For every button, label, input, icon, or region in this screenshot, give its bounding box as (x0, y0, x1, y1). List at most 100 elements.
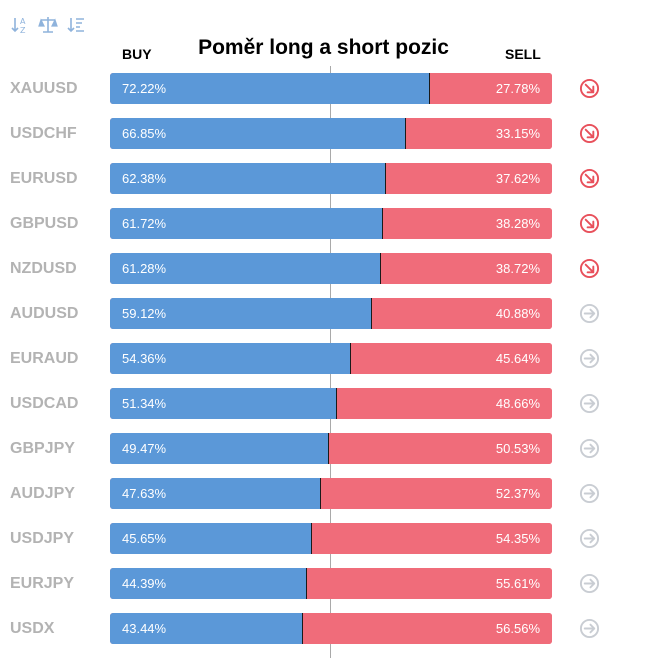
buy-bar (110, 613, 302, 644)
pair-row[interactable]: EURAUD 54.36% 45.64% (0, 343, 647, 374)
sell-bar (405, 118, 552, 149)
bar-divider (385, 163, 387, 194)
sell-percent-label: 45.64% (495, 351, 540, 366)
pair-row[interactable]: AUDUSD 59.12% 40.88% (0, 298, 647, 329)
arrow-down-right-icon (579, 123, 600, 144)
sell-percent-label: 27.78% (495, 81, 540, 96)
sell-bar (306, 568, 552, 599)
buy-percent-label: 44.39% (122, 576, 167, 591)
sell-bar (311, 523, 552, 554)
arrow-right-icon (579, 573, 600, 594)
pair-symbol: GBPJPY (10, 440, 75, 457)
pair-symbol: EURJPY (10, 575, 75, 592)
buy-percent-label: 66.85% (122, 126, 167, 141)
svg-text:Z: Z (20, 26, 26, 35)
pair-row[interactable]: AUDJPY 47.63% 52.37% (0, 478, 647, 509)
buy-bar (110, 73, 430, 104)
ratio-bar: 49.47% 50.53% (110, 433, 552, 464)
arrow-down-right-icon (579, 258, 600, 279)
sell-bar (429, 73, 552, 104)
sell-percent-label: 50.53% (495, 441, 540, 456)
arrow-right-icon (579, 393, 600, 414)
buy-bar (110, 253, 381, 284)
sell-percent-label: 38.28% (495, 216, 540, 231)
pair-symbol: EURUSD (10, 170, 78, 187)
buy-bar (110, 163, 386, 194)
bar-divider (380, 253, 382, 284)
buy-percent-label: 72.22% (122, 81, 167, 96)
bar-divider (328, 433, 330, 464)
sort-alpha-icon[interactable]: A Z (10, 15, 30, 35)
buy-percent-label: 59.12% (122, 306, 167, 321)
sell-bar (302, 613, 552, 644)
bar-divider (305, 568, 307, 599)
pair-row[interactable]: EURJPY 44.39% 55.61% (0, 568, 647, 599)
buy-percent-label: 47.63% (122, 486, 167, 501)
pair-row[interactable]: NZDUSD 61.28% 38.72% (0, 253, 647, 284)
pair-symbol: EURAUD (10, 350, 79, 367)
pair-symbol: AUDJPY (10, 485, 75, 502)
arrow-down-right-icon (579, 78, 600, 99)
bar-divider (404, 118, 406, 149)
ratio-bar: 72.22% 27.78% (110, 73, 552, 104)
buy-percent-label: 54.36% (122, 351, 167, 366)
pair-row[interactable]: EURUSD 62.38% 37.62% (0, 163, 647, 194)
bar-divider (428, 73, 430, 104)
pair-symbol: USDCHF (10, 125, 77, 142)
arrow-right-icon (579, 618, 600, 639)
pair-row[interactable]: XAUUSD 72.22% 27.78% (0, 73, 647, 104)
pair-symbol: USDCAD (10, 395, 79, 412)
sell-percent-label: 52.37% (495, 486, 540, 501)
sell-column-header: SELL (505, 46, 541, 62)
pair-row[interactable]: GBPUSD 61.72% 38.28% (0, 208, 647, 239)
bar-divider (370, 298, 372, 329)
bar-divider (336, 388, 338, 419)
ratio-bar: 47.63% 52.37% (110, 478, 552, 509)
pair-row[interactable]: USDJPY 45.65% 54.35% (0, 523, 647, 554)
sell-percent-label: 37.62% (495, 171, 540, 186)
bar-divider (382, 208, 384, 239)
balance-scale-icon[interactable] (38, 15, 58, 35)
chart-title: Poměr long a short pozic (198, 36, 449, 59)
ratio-bar: 44.39% 55.61% (110, 568, 552, 599)
buy-bar (110, 298, 372, 329)
sell-percent-label: 38.72% (495, 261, 540, 276)
buy-bar (110, 388, 337, 419)
buy-percent-label: 51.34% (122, 396, 167, 411)
pair-symbol: USDJPY (10, 530, 75, 547)
sort-numeric-icon[interactable] (66, 15, 86, 35)
sell-bar (336, 388, 552, 419)
sell-bar (350, 343, 552, 374)
svg-text:A: A (20, 17, 26, 26)
ratio-bar: 66.85% 33.15% (110, 118, 552, 149)
sell-bar (371, 298, 552, 329)
pair-row[interactable]: USDCAD 51.34% 48.66% (0, 388, 647, 419)
bar-divider (320, 478, 322, 509)
ratio-bar: 54.36% 45.64% (110, 343, 552, 374)
buy-bar (110, 208, 383, 239)
bar-divider (301, 613, 303, 644)
ratio-bar: 45.65% 54.35% (110, 523, 552, 554)
pair-row[interactable]: USDX 43.44% 56.56% (0, 613, 647, 644)
ratio-bar: 61.72% 38.28% (110, 208, 552, 239)
bar-divider (311, 523, 313, 554)
sell-bar (328, 433, 552, 464)
pair-row[interactable]: GBPJPY 49.47% 50.53% (0, 433, 647, 464)
sell-percent-label: 33.15% (495, 126, 540, 141)
pair-row[interactable]: USDCHF 66.85% 33.15% (0, 118, 647, 149)
ratio-bar: 59.12% 40.88% (110, 298, 552, 329)
buy-percent-label: 62.38% (122, 171, 167, 186)
pair-symbol: USDX (10, 620, 55, 637)
sell-percent-label: 55.61% (495, 576, 540, 591)
sell-bar (382, 208, 552, 239)
arrow-down-right-icon (579, 168, 600, 189)
buy-bar (110, 433, 329, 464)
buy-column-header: BUY (122, 46, 152, 62)
ratio-bar: 43.44% 56.56% (110, 613, 552, 644)
ratio-bar: 51.34% 48.66% (110, 388, 552, 419)
sell-percent-label: 48.66% (495, 396, 540, 411)
buy-percent-label: 43.44% (122, 621, 167, 636)
sell-percent-label: 56.56% (495, 621, 540, 636)
sell-bar (385, 163, 552, 194)
pair-symbol: NZDUSD (10, 260, 77, 277)
